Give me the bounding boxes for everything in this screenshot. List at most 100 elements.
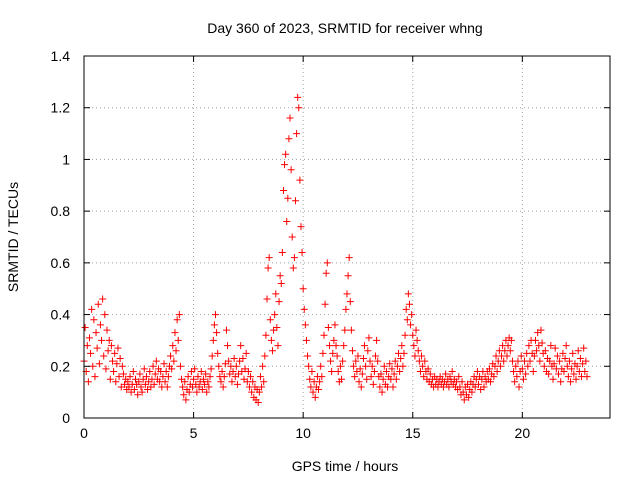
data-point (199, 375, 207, 383)
y-axis-label: SRMTID / TECUs (5, 182, 21, 292)
data-point (377, 370, 385, 378)
data-point (409, 331, 417, 339)
data-point (180, 391, 188, 399)
data-point (113, 360, 121, 368)
data-point (87, 349, 95, 357)
data-point (225, 357, 233, 365)
data-point (339, 357, 347, 365)
data-point (301, 321, 309, 329)
data-point (583, 373, 591, 381)
data-point (297, 223, 305, 231)
data-point (550, 360, 558, 368)
data-point (274, 342, 282, 350)
data-point (371, 352, 379, 360)
data-point (404, 290, 412, 298)
data-point (108, 357, 116, 365)
data-point (405, 300, 413, 308)
data-point (514, 357, 522, 365)
data-point (237, 342, 245, 350)
data-point (446, 373, 454, 381)
data-point (151, 370, 159, 378)
data-point (171, 329, 179, 337)
data-point (217, 378, 225, 386)
x-tick-label: 5 (190, 425, 198, 441)
data-point (569, 349, 577, 357)
data-point (323, 259, 331, 267)
data-point (244, 367, 252, 375)
data-point (309, 388, 317, 396)
data-point (232, 362, 240, 370)
data-point (281, 161, 289, 169)
data-point (176, 362, 184, 370)
data-point (89, 362, 97, 370)
data-point (396, 367, 404, 375)
data-point (565, 357, 573, 365)
data-point (272, 290, 280, 298)
data-point (206, 373, 214, 381)
data-point (512, 362, 520, 370)
data-point (554, 370, 562, 378)
data-point (373, 336, 381, 344)
data-point (294, 93, 302, 101)
data-point (99, 295, 107, 303)
data-point (379, 375, 387, 383)
data-point (400, 349, 408, 357)
data-point (402, 305, 410, 313)
data-point (549, 375, 557, 383)
data-point (504, 342, 512, 350)
data-point (475, 380, 482, 388)
data-point (496, 362, 504, 370)
data-point (265, 254, 273, 262)
data-point (320, 331, 328, 339)
data-point (487, 378, 495, 386)
data-point (414, 347, 422, 355)
data-point (367, 373, 375, 381)
data-point (116, 355, 124, 363)
data-point (81, 324, 89, 331)
data-point (541, 347, 549, 355)
data-point (293, 130, 301, 138)
chart-title: Day 360 of 2023, SRMTID for receiver whn… (207, 20, 482, 36)
data-point (358, 370, 366, 378)
data-point (103, 326, 111, 334)
data-point (267, 336, 275, 344)
data-point (152, 357, 160, 365)
y-tick-label: 0.4 (51, 307, 71, 323)
data-point (179, 383, 187, 391)
data-point (298, 249, 306, 257)
data-point (347, 326, 355, 334)
data-point (352, 357, 360, 365)
data-points (80, 93, 591, 406)
data-point (559, 349, 567, 357)
y-tick-label: 1.2 (51, 100, 71, 116)
data-point (333, 352, 341, 360)
data-point (315, 386, 323, 394)
data-point (378, 388, 386, 396)
data-point (374, 357, 382, 365)
data-point (254, 398, 262, 406)
axis-ticks: 0 5 10 15 20 0 0.2 0.4 0.6 0.8 1 1.2 1.4 (51, 48, 610, 441)
data-point (376, 383, 384, 391)
data-point (346, 298, 354, 306)
data-point (370, 367, 378, 375)
data-point (181, 378, 189, 386)
data-point (576, 355, 584, 363)
data-point (424, 365, 432, 373)
data-point (299, 285, 307, 293)
data-point (273, 324, 281, 331)
data-point (124, 378, 132, 386)
data-point (239, 355, 247, 363)
data-point (140, 365, 148, 373)
data-point (161, 378, 169, 386)
data-point (582, 357, 590, 365)
data-point (357, 383, 365, 391)
data-point (388, 365, 396, 373)
data-point (111, 349, 119, 357)
data-point (561, 355, 569, 363)
data-point (119, 370, 127, 378)
data-point (282, 150, 290, 158)
data-point (182, 396, 190, 404)
data-point (96, 321, 104, 329)
data-point (160, 360, 168, 368)
